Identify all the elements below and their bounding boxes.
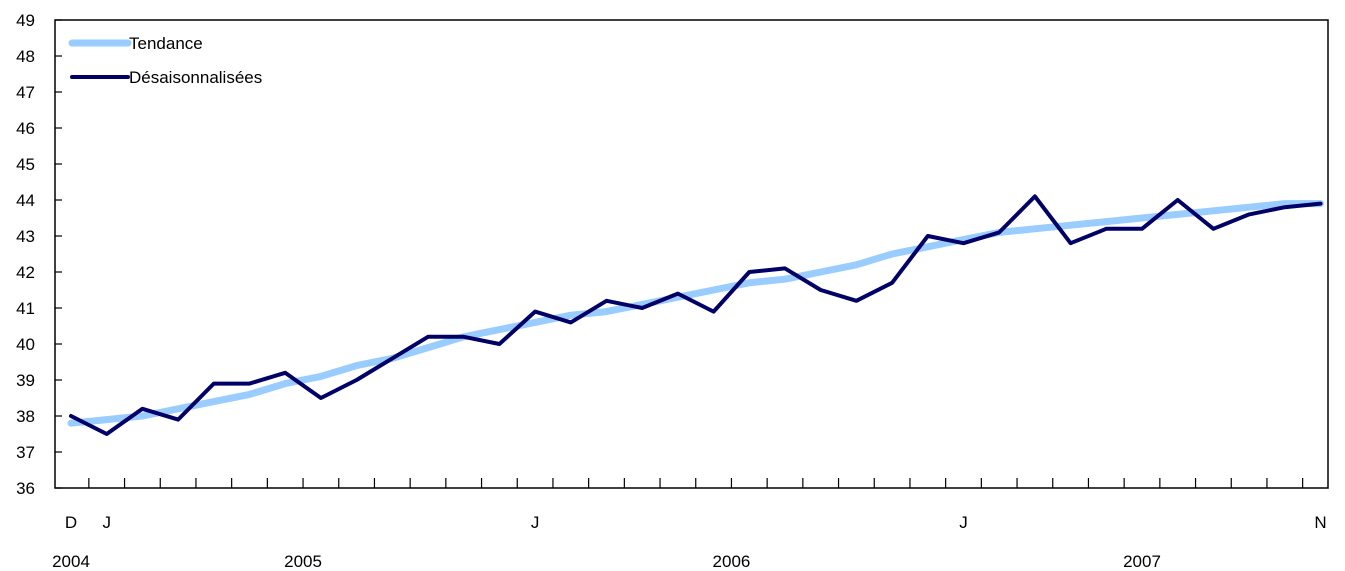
x-month-label: J [531, 513, 540, 532]
y-tick-label: 49 [16, 11, 35, 30]
y-tick-label: 38 [16, 407, 35, 426]
y-tick-label: 37 [16, 443, 35, 462]
y-axis-ticks: 36 37 38 39 40 41 42 43 44 45 46 47 48 49 [16, 11, 62, 498]
y-tick-label: 43 [16, 227, 35, 246]
x-year-label: 2007 [1123, 552, 1161, 571]
x-axis-ticks: D J J J N 2004 2005 2006 2007 [52, 478, 1327, 571]
x-month-label: J [959, 513, 968, 532]
series-line-desaisonnalisees [69, 194, 1323, 436]
y-tick-label: 41 [16, 299, 35, 318]
y-tick-label: 40 [16, 335, 35, 354]
chart-series [67, 194, 1324, 436]
x-month-label: N [1314, 513, 1326, 532]
x-year-label: 2004 [52, 552, 90, 571]
y-tick-label: 48 [16, 47, 35, 66]
plot-frame [54, 19, 1329, 489]
y-tick-label: 39 [16, 371, 35, 390]
x-month-label: J [102, 513, 111, 532]
y-tick-label: 44 [16, 191, 35, 210]
legend-label: Désaisonnalisées [129, 68, 262, 87]
y-tick-label: 45 [16, 155, 35, 174]
y-tick-label: 36 [16, 479, 35, 498]
series-line-tendance [67, 200, 1324, 427]
y-tick-label: 47 [16, 83, 35, 102]
x-year-label: 2005 [284, 552, 322, 571]
x-year-label: 2006 [713, 552, 751, 571]
y-tick-label: 46 [16, 119, 35, 138]
y-tick-label: 42 [16, 263, 35, 282]
x-month-label: D [65, 513, 77, 532]
chart-axes [54, 19, 1329, 489]
chart-legend: Tendance Désaisonnalisées [68, 34, 262, 87]
legend-label: Tendance [129, 34, 203, 53]
